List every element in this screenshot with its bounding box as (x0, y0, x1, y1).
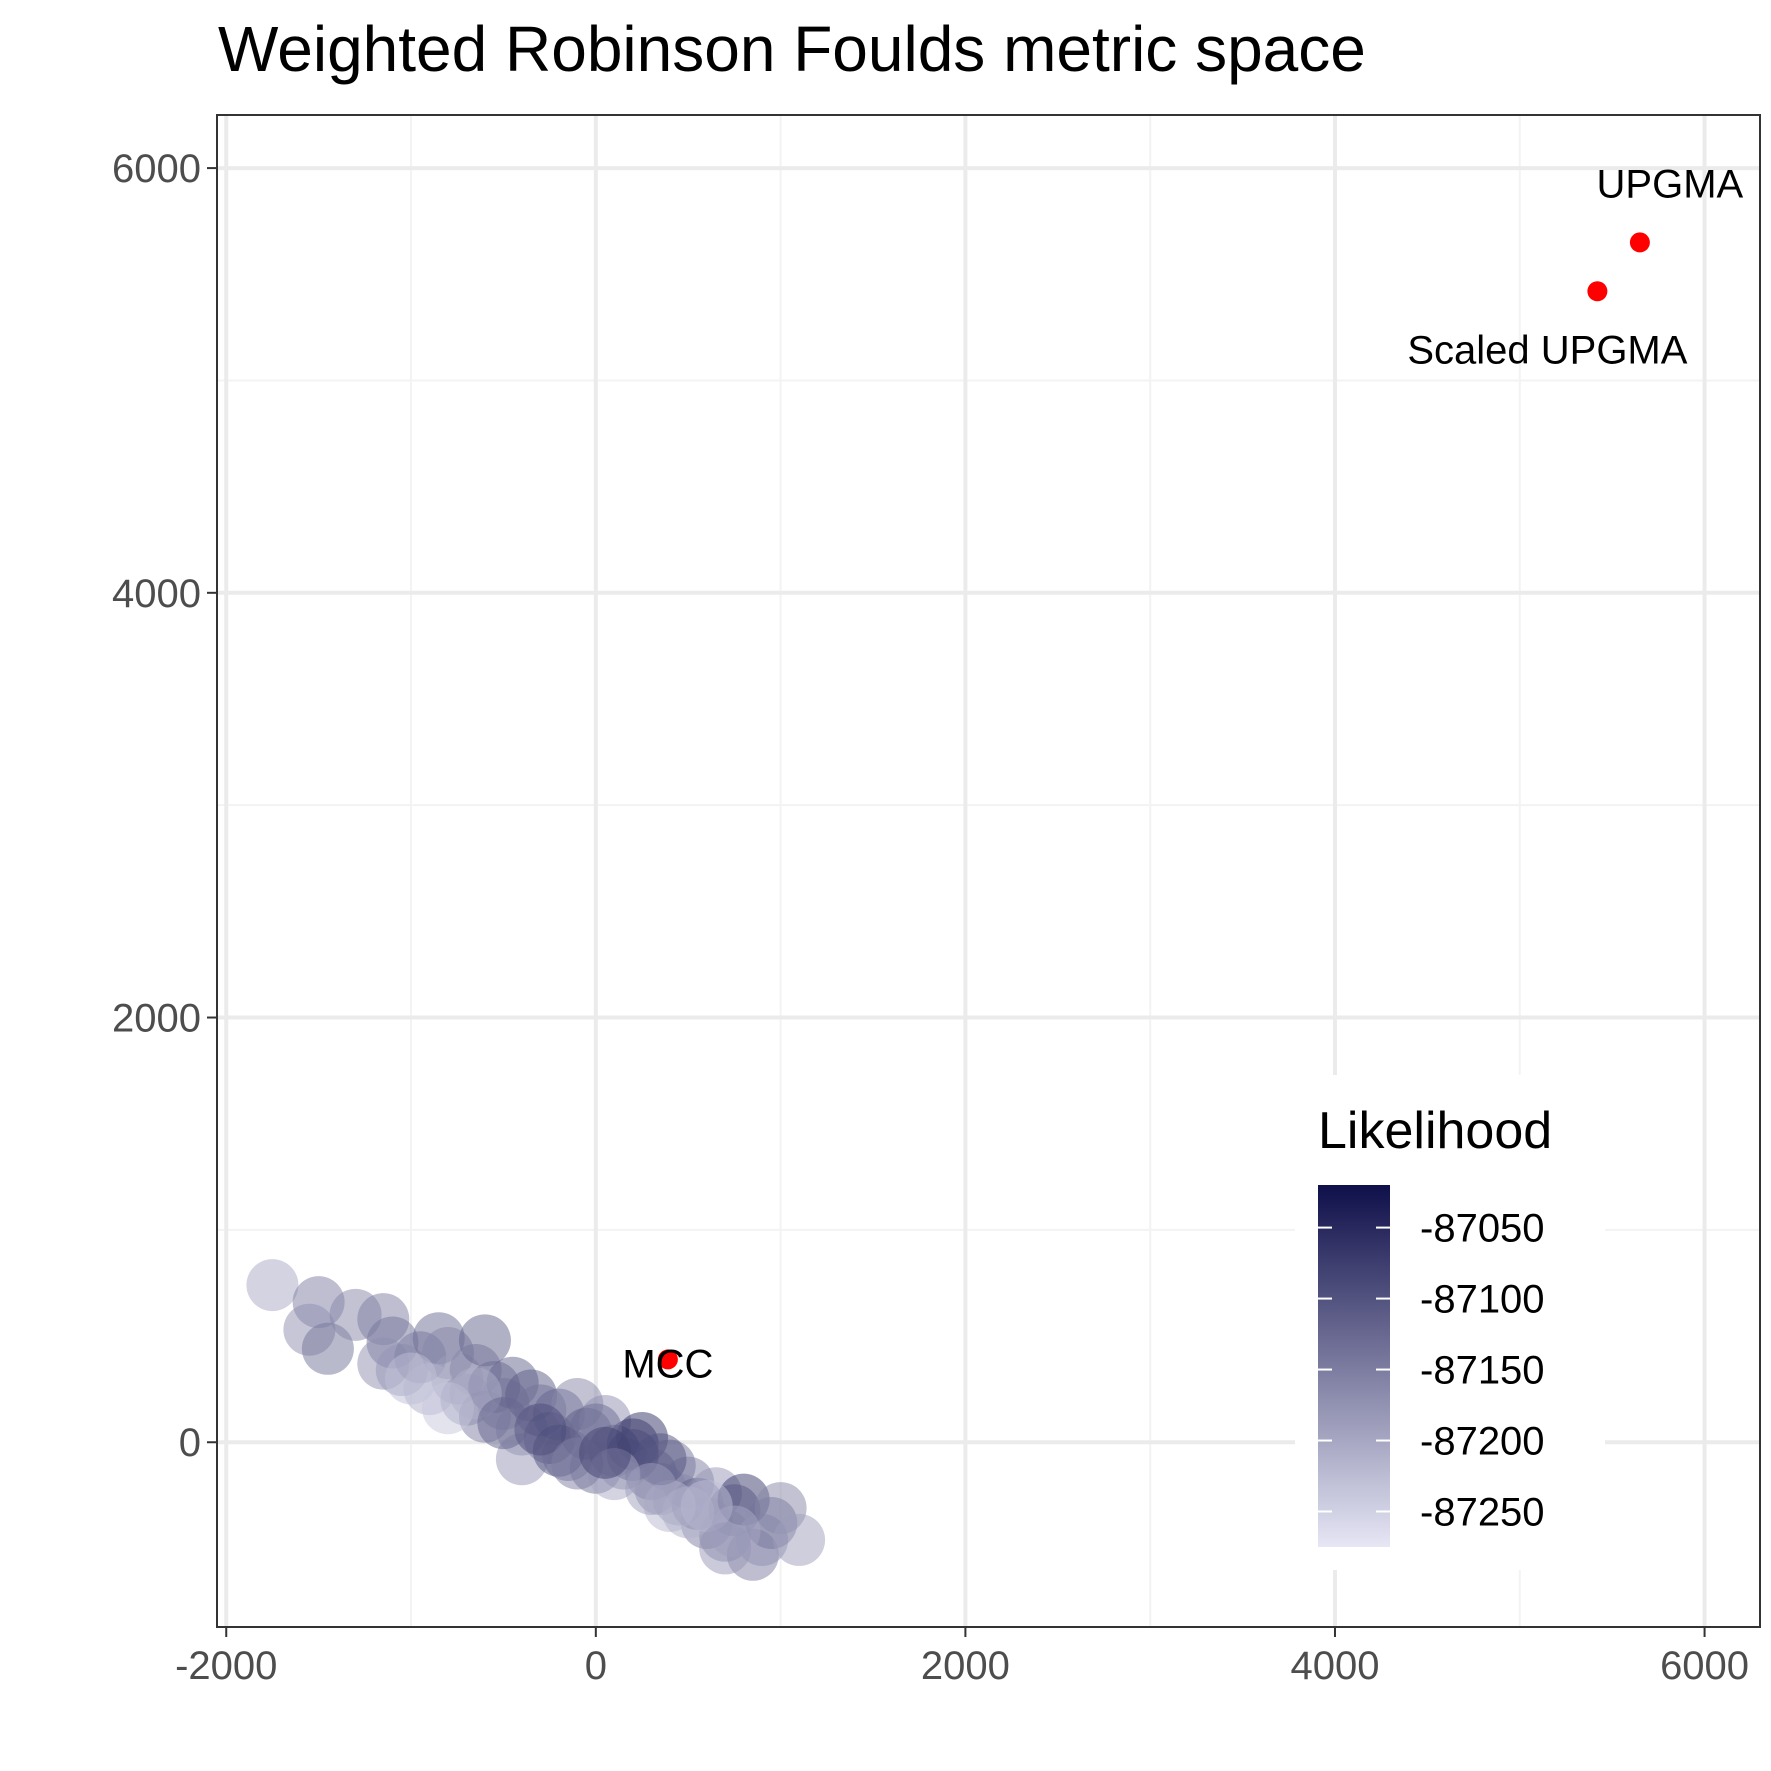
reference-point-label: Scaled UPGMA (1407, 328, 1687, 372)
tree-point (773, 1513, 826, 1566)
data-points (246, 1259, 826, 1581)
reference-point (1629, 232, 1650, 253)
y-tick-label: 4000 (112, 572, 201, 616)
x-tick-label: -2000 (175, 1644, 277, 1688)
legend-label: -87200 (1420, 1420, 1545, 1464)
reference-point-label: MCC (622, 1342, 713, 1386)
x-tick-label: 2000 (921, 1644, 1010, 1688)
y-tick-label: 6000 (112, 147, 201, 191)
y-tick-label: 2000 (112, 997, 201, 1041)
reference-point (657, 1349, 678, 1370)
reference-trees: MCC UPGMA Scaled UPGMA (622, 162, 1743, 1386)
tree-point (579, 1426, 632, 1479)
x-tick-label: 4000 (1290, 1644, 1379, 1688)
chart-title: Weighted Robinson Foulds metric space (218, 13, 1366, 85)
tree-point (246, 1259, 299, 1312)
y-tick-label: 0 (179, 1421, 201, 1465)
tree-point (699, 1522, 752, 1575)
panel-border (216, 114, 1761, 1628)
legend-label: -87100 (1420, 1278, 1545, 1322)
tree-point (458, 1314, 511, 1367)
tree-point (477, 1397, 530, 1450)
x-tick-label: 6000 (1660, 1644, 1749, 1688)
legend-label: -87050 (1420, 1207, 1545, 1251)
legend-title: Likelihood (1318, 1102, 1552, 1160)
tree-point (662, 1486, 715, 1539)
axes: -2000 0 2000 4000 6000 0 2000 4000 6000 (112, 147, 1749, 1688)
reference-point-label: UPGMA (1597, 162, 1744, 206)
likelihood-legend: Likelihood -87050 -87100 -87150 -87200 -87250 (1295, 1075, 1605, 1570)
legend-label: -87150 (1420, 1349, 1545, 1393)
x-tick-label: 0 (585, 1644, 607, 1688)
reference-point (1587, 281, 1608, 302)
legend-colorbar (1318, 1185, 1390, 1547)
legend-label: -87250 (1420, 1491, 1545, 1535)
gridlines (217, 115, 1760, 1627)
tree-point (385, 1352, 438, 1405)
tree-point (625, 1462, 678, 1515)
